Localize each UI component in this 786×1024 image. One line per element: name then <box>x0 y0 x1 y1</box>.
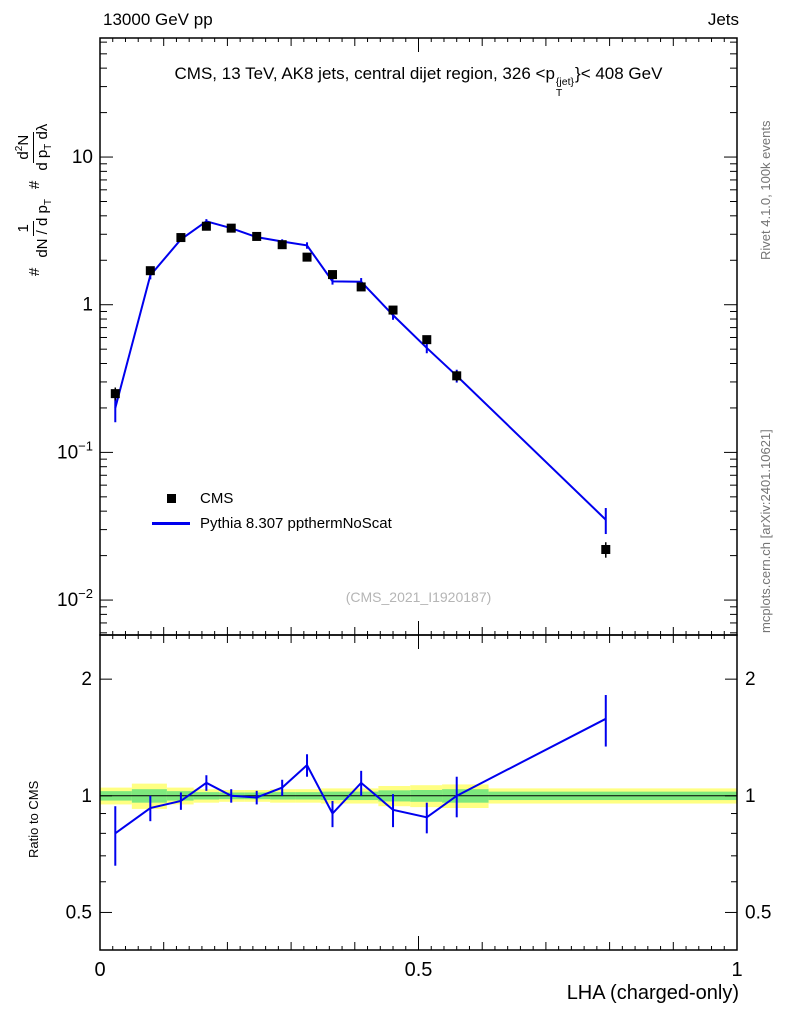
analysis-id-watermark: (CMS_2021_I1920187) <box>345 589 492 605</box>
svg-text:10−2: 10−2 <box>57 586 93 611</box>
ylabel-frac2-den-sub: T <box>43 143 54 150</box>
svg-text:0.5: 0.5 <box>745 902 771 923</box>
ylabel-hash-1: # <box>26 267 43 276</box>
plot-title: CMS, 13 TeV, AK8 jets, central dijet reg… <box>100 64 737 99</box>
legend-pythia-label: Pythia 8.307 ppthermNoScat <box>200 515 392 532</box>
analysis-topic-label: Jets <box>707 10 739 29</box>
svg-text:1: 1 <box>82 295 93 316</box>
axis-tick-labels: 10 1 10−1 10−2 0.5 0.5 1 1 2 2 0 0.5 1 <box>57 147 771 981</box>
ylabel-frac2-num: d2N <box>14 131 34 163</box>
ylabel-frac-2: d2N d pT dλ <box>14 124 55 171</box>
ylabel-frac2-den: d pT dλ <box>34 124 55 171</box>
main-panel-frame <box>99 37 738 636</box>
svg-text:2: 2 <box>745 669 756 690</box>
pythia-line-marker-icon <box>152 522 190 525</box>
axis-ticks <box>99 38 738 951</box>
cms-data-points <box>110 221 611 558</box>
svg-text:1: 1 <box>731 959 742 981</box>
ratio-axis-label: Ratio to CMS <box>26 780 41 858</box>
ylabel-frac1-den-text: dN / d p <box>33 205 51 258</box>
ylabel-frac2-den-lambda: dλ <box>34 123 51 144</box>
x-axis-label: LHA (charged-only) <box>566 982 739 1004</box>
svg-text:1: 1 <box>81 786 92 807</box>
pt-jet-supsub: {jet} T <box>555 76 575 100</box>
svg-text:1: 1 <box>745 786 756 807</box>
beam-energy-label: 13000 GeV pp <box>103 10 213 29</box>
ylabel-frac1-den: dN / d pT <box>34 199 55 258</box>
pt-jet-sup: {jet} <box>555 76 575 88</box>
plot-title-pre: CMS, 13 TeV, AK8 jets, central dijet reg… <box>174 64 555 83</box>
svg-text:0: 0 <box>94 959 105 981</box>
ylabel-frac1-num: 1 <box>14 221 34 236</box>
ylabel-frac2-num-d: d <box>15 151 32 160</box>
ylabel-frac1-den-sub: T <box>42 199 54 206</box>
ylabel-frac2-num-n: N <box>15 134 32 146</box>
ratio-pythia-series <box>114 695 607 866</box>
svg-text:0.5: 0.5 <box>405 959 433 981</box>
legend: CMS Pythia 8.307 ppthermNoScat <box>152 486 392 536</box>
rivet-version-note: Rivet 4.1.0, 100k events <box>758 120 773 260</box>
cms-square-marker-icon <box>152 494 190 503</box>
ylabel-frac-1: 1 dN / d pT <box>14 199 55 258</box>
plot-title-post: }< 408 GeV <box>575 64 663 83</box>
svg-text:10: 10 <box>72 147 93 168</box>
pt-sub: T <box>555 87 563 100</box>
ylabel-frac2-den-text: d p <box>34 149 51 171</box>
svg-text:2: 2 <box>81 669 92 690</box>
y-axis-label: # 1 dN / d pT # d2N d pT dλ <box>14 124 55 276</box>
mcplots-citation-note: mcplots.cern.ch [arXiv:2401.10621] <box>758 429 773 633</box>
ylabel-hash-2: # <box>26 180 43 190</box>
legend-cms-label: CMS <box>200 490 234 507</box>
ylabel-frac2-num-sup: 2 <box>14 145 25 152</box>
legend-item-cms: CMS <box>152 486 392 511</box>
svg-text:0.5: 0.5 <box>66 902 92 923</box>
svg-text:10−1: 10−1 <box>57 438 93 463</box>
legend-item-pythia: Pythia 8.307 ppthermNoScat <box>152 511 392 536</box>
